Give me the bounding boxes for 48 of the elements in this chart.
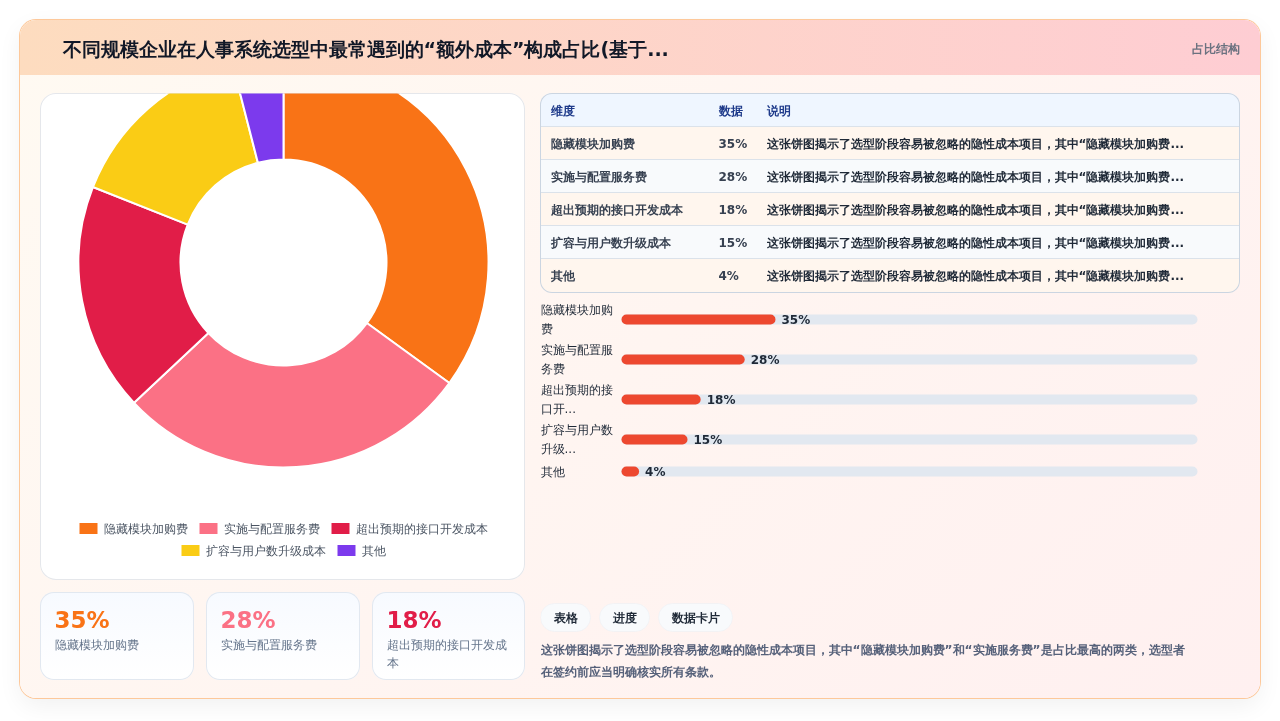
- data-label: 28%: [750, 352, 780, 367]
- text: 说明: [765, 103, 791, 118]
- data-label: 4%: [718, 268, 739, 283]
- data-label: 28%: [718, 169, 748, 184]
- text: 这张饼图揭示了选型阶段容易被忽略的隐性成本项目，其中“隐藏模块加购费...: [765, 169, 1185, 184]
- legend-label: 其他: [361, 543, 386, 558]
- data-label: 18%: [718, 202, 748, 217]
- text: 不同规模企业在人事系统选型中最常遇到的“额外成本”构成占比(基于...: [61, 37, 669, 60]
- category-label: 进度: [611, 610, 637, 625]
- text: 35%: [54, 606, 110, 633]
- text: 隐藏模块加购费: [54, 637, 139, 652]
- text: 28%: [220, 606, 276, 633]
- category-label: 实施与配置服务费: [550, 169, 647, 184]
- category-label: 扩容与用户数升级成本: [549, 235, 672, 250]
- text: 超出预期的接口开发成本: [386, 637, 507, 671]
- data-label: 18%: [706, 392, 736, 407]
- text: 这张饼图揭示了选型阶段容易被忽略的隐性成本项目，其中“隐藏模块加购费...: [765, 235, 1185, 250]
- data-label: 15%: [693, 432, 723, 447]
- data-label: 35%: [781, 312, 811, 327]
- category-label: 数据卡片: [670, 610, 720, 625]
- y-tick-label: 实施与配置服务费: [540, 343, 613, 376]
- bar: [621, 314, 776, 325]
- text: 这张饼图揭示了选型阶段容易被忽略的隐性成本项目，其中“隐藏模块加购费...: [765, 268, 1185, 283]
- category-label: 超出预期的接口开发成本: [549, 202, 684, 217]
- legend-label: 隐藏模块加购费: [103, 521, 188, 536]
- text: 实施与配置服务费: [220, 637, 317, 652]
- text: 这张饼图揭示了选型阶段容易被忽略的隐性成本项目，其中“隐藏模块加购费”和“实施服务费”是占比最高的两类，选型者在签约前应当明确核实所有条款。: [539, 642, 1185, 680]
- text: 占比结构: [1191, 41, 1240, 56]
- y-tick-label: 隐藏模块加购费: [540, 303, 613, 336]
- category-label: 表格: [552, 610, 579, 625]
- y-tick-label: 超出预期的接口开...: [540, 383, 613, 416]
- text: 维度: [549, 103, 575, 118]
- text: 这张饼图揭示了选型阶段容易被忽略的隐性成本项目，其中“隐藏模块加购费...: [765, 136, 1185, 151]
- y-tick-label: 其他: [540, 464, 565, 479]
- text: 这张饼图揭示了选型阶段容易被忽略的隐性成本项目，其中“隐藏模块加购费...: [765, 202, 1185, 217]
- bar: [621, 354, 745, 365]
- bar: [621, 394, 701, 405]
- category-label: 隐藏模块加购费: [550, 136, 635, 151]
- text: 18%: [386, 606, 442, 633]
- legend-label: 实施与配置服务费: [223, 521, 320, 536]
- y-tick-label: 扩容与用户数升级...: [540, 423, 613, 456]
- data-label: 4%: [645, 464, 666, 479]
- data-label: 15%: [718, 235, 748, 250]
- legend-label: 扩容与用户数升级成本: [205, 543, 326, 558]
- text: 数据: [717, 103, 743, 118]
- bar: [621, 434, 688, 445]
- legend-label: 超出预期的接口开发成本: [355, 521, 488, 536]
- data-label: 35%: [718, 136, 748, 151]
